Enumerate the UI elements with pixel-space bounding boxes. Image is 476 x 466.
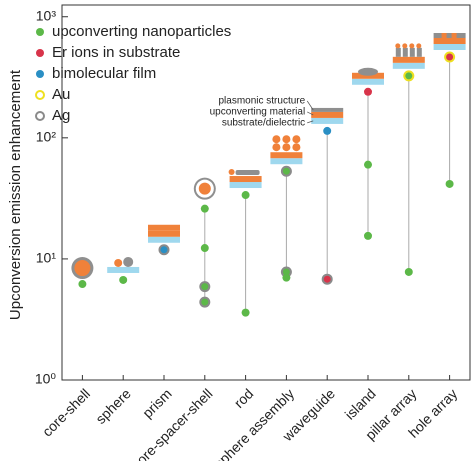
data-point: [200, 298, 209, 307]
data-point: [364, 88, 372, 96]
icon-particle: [114, 259, 122, 267]
legend-label: upconverting nanoparticles: [52, 23, 231, 40]
structure-icon: [352, 68, 384, 85]
data-point: [119, 276, 127, 284]
structure-icon: [148, 225, 180, 243]
data-point: [323, 275, 332, 284]
y-axis-label: Upconversion emission enhancement: [7, 69, 24, 320]
icon-substrate: [393, 63, 425, 69]
icon-metal: [311, 108, 343, 112]
icon-material: [434, 38, 466, 44]
data-point: [405, 268, 413, 276]
legend-marker: [36, 112, 44, 120]
icon-core: [74, 260, 90, 276]
data-point: [201, 205, 209, 213]
icon-island: [358, 68, 378, 76]
icon-particle: [282, 143, 290, 151]
data-point: [282, 274, 290, 282]
data-point: [201, 244, 209, 252]
annotation-leader: [307, 101, 313, 110]
data-point: [160, 245, 169, 254]
legend-marker: [36, 91, 44, 99]
annotation: substrate/dielectric: [222, 118, 305, 129]
legend-label: Er ions in substrate: [52, 44, 180, 61]
structure-icon: [107, 257, 139, 273]
structure-icon: [270, 135, 302, 164]
y-tick-label: 10⁰: [35, 371, 57, 387]
legend-marker: [36, 70, 44, 78]
icon-particle: [272, 143, 280, 151]
y-tick-label: 10¹: [36, 250, 57, 266]
icon-particle: [229, 169, 235, 175]
icon-substrate: [352, 79, 384, 85]
x-tick-label: sphere: [92, 385, 134, 427]
icon-substrate: [311, 118, 343, 124]
legend-label: bimolecular film: [52, 65, 156, 82]
icon-particle: [282, 135, 290, 143]
icon-substrate: [270, 158, 302, 164]
structure-icon: [393, 43, 425, 69]
icon-particle: [409, 43, 414, 48]
data-point: [200, 282, 209, 291]
data-point: [282, 167, 291, 176]
data-point: [364, 232, 372, 240]
legend-label: Au: [52, 86, 70, 103]
y-tick-label: 10²: [36, 129, 57, 145]
icon-material: [270, 152, 302, 158]
icon-substrate: [434, 44, 466, 50]
icon-particle: [123, 257, 133, 267]
icon-material: [311, 112, 343, 118]
icon-particle: [402, 43, 407, 48]
x-tick-label: prism: [139, 385, 175, 421]
data-point: [78, 280, 86, 288]
data-point: [323, 127, 331, 135]
icon-pillar: [410, 48, 415, 57]
y-tick-label: 10³: [36, 7, 57, 23]
icon-particle: [416, 43, 421, 48]
icon-material: [148, 231, 180, 237]
structure-icon: [71, 257, 93, 279]
icon-hole: [442, 33, 447, 38]
icon-particle: [395, 43, 400, 48]
icon-pillar: [403, 48, 408, 57]
structure-icon: [434, 33, 466, 50]
data-point: [242, 309, 250, 317]
icon-pillar: [396, 48, 401, 57]
data-point: [364, 161, 372, 169]
chart: Upconversion emission enhancement 10⁰ 10¹…: [0, 0, 476, 461]
structure-icon: [311, 108, 343, 124]
x-tick-label: island: [342, 385, 379, 422]
icon-material: [230, 176, 262, 182]
icon-substrate: [230, 182, 262, 188]
legend-marker: [36, 49, 44, 57]
legend-marker: [36, 28, 44, 36]
legend-label: Ag: [52, 107, 70, 124]
icon-core: [199, 183, 211, 195]
annotation: upconverting material: [210, 107, 306, 118]
icon-particle: [292, 135, 300, 143]
icon-prism: [148, 225, 180, 231]
icon-hole: [452, 33, 457, 38]
data-point: [445, 53, 454, 62]
icon-metal: [434, 33, 466, 38]
data-point: [446, 180, 454, 188]
x-tick-label: rod: [231, 385, 257, 411]
x-tick-label: core-shell: [39, 385, 93, 439]
structure-icon: [194, 178, 216, 200]
icon-substrate: [148, 237, 180, 243]
icon-particle: [292, 143, 300, 151]
data-point: [404, 71, 413, 80]
icon-substrate: [107, 267, 139, 273]
icon-rod: [236, 170, 260, 175]
icon-particle: [272, 135, 280, 143]
data-point: [242, 191, 250, 199]
icon-material: [393, 57, 425, 63]
icon-pillar: [417, 48, 422, 57]
annotation: plasmonic structure: [218, 96, 305, 107]
structure-icon: [229, 169, 262, 188]
